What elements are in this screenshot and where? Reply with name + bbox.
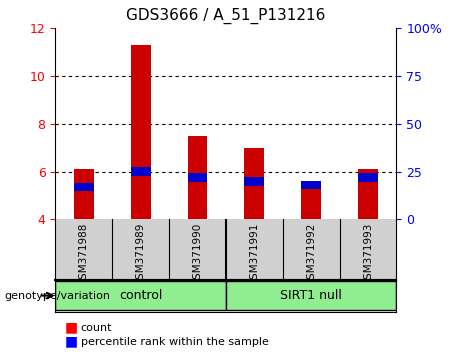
Text: ■: ■ <box>65 320 77 334</box>
Text: genotype/variation: genotype/variation <box>5 291 111 301</box>
Text: GSM371992: GSM371992 <box>306 222 316 286</box>
Bar <box>244 177 264 185</box>
Bar <box>301 184 321 219</box>
Title: GDS3666 / A_51_P131216: GDS3666 / A_51_P131216 <box>126 8 325 24</box>
Bar <box>130 45 151 219</box>
FancyBboxPatch shape <box>55 281 226 310</box>
Bar <box>188 173 207 182</box>
Text: GSM371990: GSM371990 <box>192 222 202 286</box>
Bar <box>358 169 378 219</box>
Text: SIRT1 null: SIRT1 null <box>280 289 342 302</box>
Text: count: count <box>81 323 112 333</box>
FancyBboxPatch shape <box>226 281 396 310</box>
Bar <box>358 173 378 182</box>
Text: GSM371989: GSM371989 <box>136 222 146 286</box>
Bar <box>130 167 151 176</box>
Bar <box>74 169 94 219</box>
Bar <box>74 183 94 191</box>
Text: GSM371993: GSM371993 <box>363 222 373 286</box>
Text: percentile rank within the sample: percentile rank within the sample <box>81 337 269 347</box>
Bar <box>301 181 321 189</box>
Bar <box>188 136 207 219</box>
Bar <box>244 148 264 219</box>
Text: GSM371991: GSM371991 <box>249 222 260 286</box>
Text: GSM371988: GSM371988 <box>79 222 89 286</box>
Text: control: control <box>119 289 162 302</box>
Text: ■: ■ <box>65 334 77 348</box>
